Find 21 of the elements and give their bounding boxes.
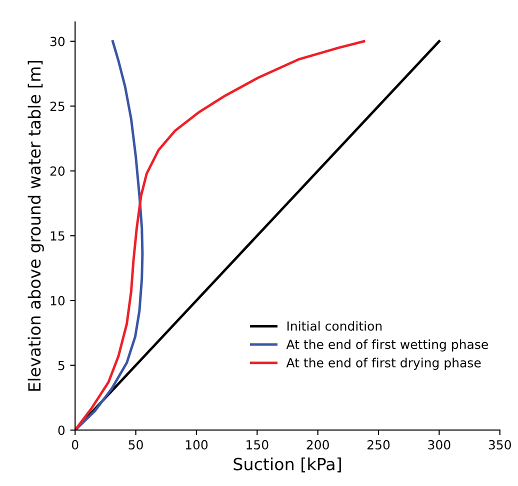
y-tick-label: 0 xyxy=(58,426,65,436)
x-tick-label: 200 xyxy=(306,440,329,450)
x-tick-label: 50 xyxy=(128,440,143,450)
x-tick-label: 350 xyxy=(488,440,511,450)
legend-label: At the end of first drying phase xyxy=(286,358,481,370)
y-tick-label: 10 xyxy=(50,296,65,306)
y-tick-label: 15 xyxy=(50,231,64,241)
y-tick-label: 5 xyxy=(58,360,64,370)
x-tick-label: 100 xyxy=(186,440,208,450)
line-series xyxy=(75,40,144,430)
y-tick-label: 25 xyxy=(50,102,64,112)
legend-label: At the end of first wetting phase xyxy=(286,339,488,352)
x-axis-title: Suction [kPa] xyxy=(234,457,341,472)
x-tick-label: 300 xyxy=(428,440,450,450)
y-tick-label: 20 xyxy=(50,166,65,176)
y-tick-label: 30 xyxy=(50,36,65,46)
x-tick-label: 0 xyxy=(72,440,78,450)
x-tick-label: 150 xyxy=(246,440,268,450)
y-axis-title: Elevation above ground water table [m] xyxy=(28,60,44,391)
legend-label: Initial condition xyxy=(287,321,382,331)
x-tick-label: 250 xyxy=(367,440,390,450)
